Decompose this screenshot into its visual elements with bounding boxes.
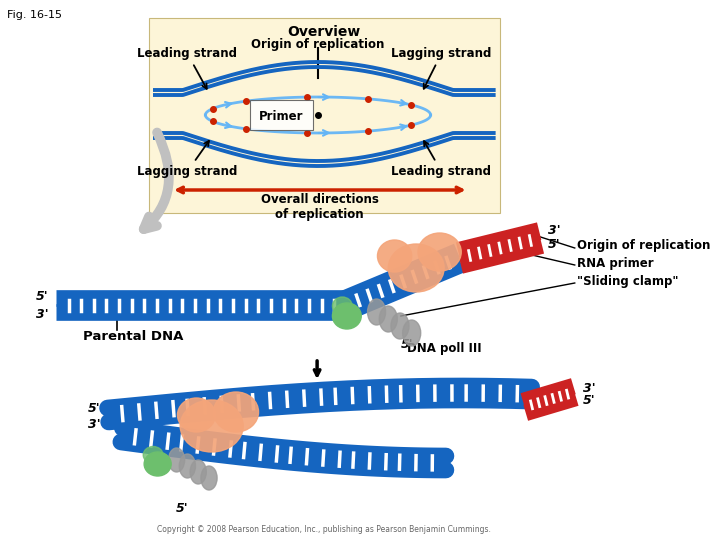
Text: 5': 5' (36, 291, 49, 303)
Ellipse shape (144, 452, 171, 476)
Text: 5': 5' (583, 394, 595, 407)
Text: Parental DNA: Parental DNA (83, 330, 184, 343)
Text: 5': 5' (89, 402, 101, 415)
Ellipse shape (391, 313, 409, 339)
Text: Fig. 16-15: Fig. 16-15 (7, 10, 62, 20)
Text: DNA poll III: DNA poll III (408, 342, 482, 355)
Text: 3': 3' (583, 381, 595, 395)
Ellipse shape (377, 240, 412, 272)
Ellipse shape (402, 320, 420, 346)
Text: Origin of replication: Origin of replication (251, 38, 384, 51)
Ellipse shape (201, 466, 217, 490)
Ellipse shape (333, 303, 361, 329)
Ellipse shape (177, 398, 215, 432)
Text: Lagging strand: Lagging strand (391, 47, 492, 89)
FancyBboxPatch shape (250, 100, 312, 130)
Text: 5': 5' (176, 502, 189, 515)
Text: Primer: Primer (258, 110, 303, 123)
Text: "Sliding clamp": "Sliding clamp" (577, 274, 678, 287)
Ellipse shape (388, 244, 444, 292)
Text: Copyright © 2008 Pearson Education, Inc., publishing as Pearson Benjamin Cumming: Copyright © 2008 Pearson Education, Inc.… (158, 525, 491, 534)
Ellipse shape (333, 297, 352, 315)
Text: Leading strand: Leading strand (138, 47, 238, 89)
Text: Overview: Overview (288, 25, 361, 39)
Ellipse shape (179, 454, 196, 478)
Ellipse shape (180, 400, 243, 452)
Text: Leading strand: Leading strand (392, 141, 492, 178)
Ellipse shape (418, 233, 462, 271)
FancyArrowPatch shape (144, 132, 169, 229)
Ellipse shape (168, 448, 184, 472)
Ellipse shape (367, 299, 386, 325)
Text: 5': 5' (401, 338, 413, 351)
Ellipse shape (143, 447, 163, 463)
Text: 3': 3' (548, 225, 560, 238)
Text: 5': 5' (548, 238, 560, 251)
Text: 3': 3' (89, 417, 101, 430)
Text: Origin of replication: Origin of replication (577, 240, 710, 253)
Ellipse shape (379, 306, 397, 332)
Ellipse shape (190, 460, 207, 484)
FancyBboxPatch shape (148, 18, 500, 213)
Text: Overall directions
of replication: Overall directions of replication (261, 193, 379, 221)
Text: 3': 3' (36, 307, 49, 321)
Ellipse shape (214, 392, 258, 432)
Text: Lagging strand: Lagging strand (138, 141, 238, 178)
Text: RNA primer: RNA primer (577, 256, 653, 269)
